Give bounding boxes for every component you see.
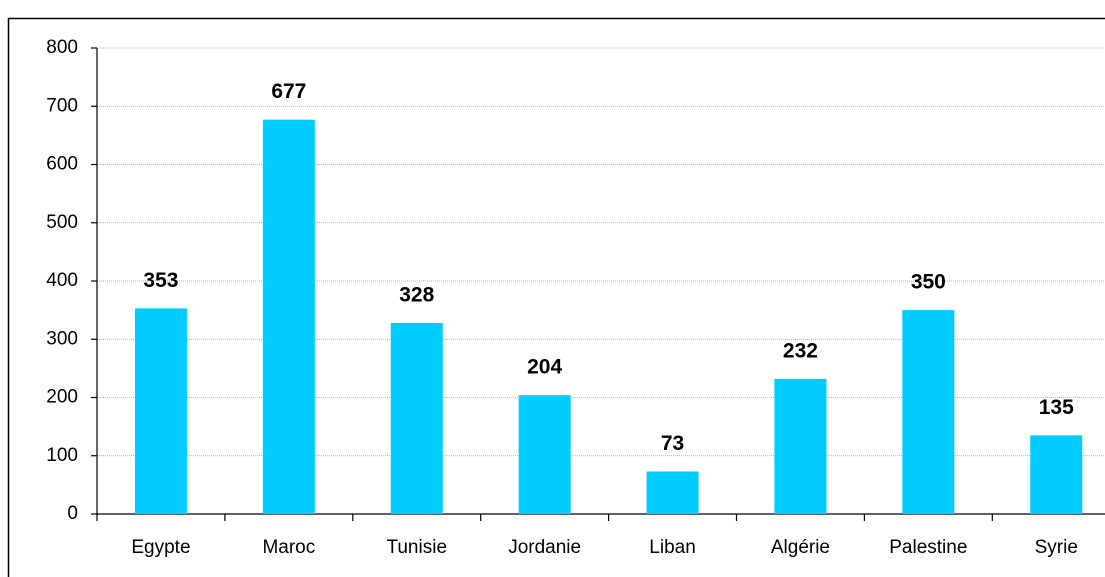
- data-label: 135: [1039, 396, 1074, 419]
- bar: [1030, 435, 1083, 514]
- bar: [646, 471, 699, 514]
- bar: [134, 308, 187, 514]
- y-tick-label: 800: [46, 37, 78, 58]
- y-tick-label: 300: [46, 328, 78, 349]
- x-tick-label: Palestine: [889, 537, 967, 558]
- bar: [518, 395, 571, 514]
- y-tick-label: 700: [46, 95, 78, 116]
- bar: [774, 378, 827, 514]
- x-tick-label: Tunisie: [386, 537, 447, 558]
- y-tick-label: 400: [46, 270, 78, 291]
- y-tick-label: 0: [67, 503, 78, 524]
- x-tick-label: Jordanie: [508, 537, 581, 558]
- data-label: 677: [271, 80, 306, 103]
- y-tick-label: 500: [46, 212, 78, 233]
- x-tick-label: Syrie: [1035, 537, 1078, 558]
- chart-frame: [7, 17, 1105, 577]
- bar: [390, 322, 443, 514]
- y-tick-label: 600: [46, 154, 78, 175]
- x-tick-label: Liban: [649, 537, 696, 558]
- x-tick-label: Maroc: [262, 537, 315, 558]
- x-tick-label: Egypte: [131, 537, 190, 558]
- data-label: 73: [661, 432, 684, 455]
- x-tick-label: Algérie: [771, 537, 830, 558]
- data-label: 350: [911, 271, 946, 294]
- bar: [902, 310, 955, 514]
- y-tick-label: 100: [46, 445, 78, 466]
- bar: [262, 119, 315, 515]
- data-label: 328: [399, 283, 434, 306]
- y-tick-label: 200: [46, 387, 78, 408]
- data-label: 353: [143, 269, 178, 292]
- data-label: 232: [783, 339, 818, 362]
- data-label: 204: [527, 356, 562, 379]
